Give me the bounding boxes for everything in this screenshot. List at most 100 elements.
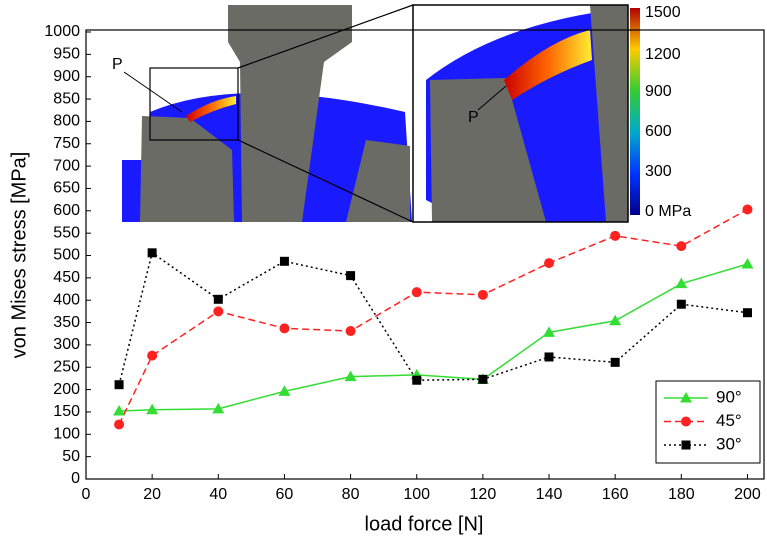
marker [742,204,753,215]
colorbar [630,8,640,215]
y-tick-label: 100 [53,426,80,443]
colorbar-label: 600 [645,123,672,140]
fem-tool [140,116,234,222]
y-tick-label: 250 [53,358,80,375]
x-tick-label: 160 [602,486,629,503]
marker [741,257,754,269]
fem-tool [430,78,546,222]
fem-stress-zone [186,96,236,122]
legend-marker [681,440,691,450]
plot-frame [85,29,765,480]
point-label: P [468,109,479,126]
marker [610,357,620,367]
y-tick-label: 550 [53,224,80,241]
y-tick-label: 50 [62,448,80,465]
fem-inset: 1500 1200 900 600 300 0 MPa P P [112,4,691,223]
y-tick-label: 900 [53,68,80,85]
x-tick-label: 140 [536,486,563,503]
marker [544,258,555,269]
zoom-connector [237,139,414,223]
y-tick-label: 750 [53,135,80,152]
y-tick-label: 600 [53,202,80,219]
y-tick-label: 700 [53,157,80,174]
legend-marker [680,392,692,403]
colorbar-label: 1200 [645,46,681,63]
y-tick-label: 950 [53,46,80,63]
y-tick-label: 650 [53,180,80,197]
x-tick-label: 60 [276,486,294,503]
series-line [118,208,748,425]
colorbar-label: 900 [645,83,672,100]
marker [676,299,686,309]
x-tick-label: 40 [209,486,227,503]
marker [147,248,157,258]
zoom-connector [237,4,414,69]
marker [478,374,488,384]
marker [278,385,291,396]
marker [411,287,422,298]
marker [279,323,290,334]
marker [213,306,224,317]
fem-tool [590,5,628,222]
marker [675,277,688,289]
marker [742,308,752,318]
y-tick-label: 450 [53,269,80,286]
marker [412,375,422,385]
colorbar-label: 1500 [645,4,681,21]
x-tick-label: 120 [470,486,497,503]
marker [346,271,356,281]
y-axis-label: von Mises stress [MPa] [8,152,30,359]
marker [477,289,488,300]
legend-label: 45° [716,411,742,430]
marker [676,241,687,252]
legend-box [655,380,761,464]
x-axis-label: load force [N] [365,513,484,535]
x-tick-label: 180 [668,486,695,503]
marker [279,256,289,266]
y-tick-label: 400 [53,291,80,308]
marker [212,402,225,414]
y-tick-label: 300 [53,336,80,353]
marker [609,314,622,326]
zoom-panel-frame [412,4,629,223]
colorbar-label: 300 [645,163,672,180]
y-tick-label: 800 [53,113,80,130]
series-line [118,251,748,385]
y-tick-label: 0 [71,470,80,487]
marker [544,352,554,362]
fem-tool [346,140,410,222]
y-tick-label: 200 [53,381,80,398]
fem-stress-zone [504,30,592,100]
marker [543,326,556,337]
point-arrow [477,85,507,111]
x-tick-label: 200 [734,486,761,503]
y-tick-label: 500 [53,247,80,264]
legend-marker [681,416,691,427]
marker [213,294,223,304]
y-tick-label: 850 [53,90,80,107]
marker [345,326,356,337]
x-tick-label: 0 [82,486,91,503]
marker [147,350,158,361]
marker [113,405,126,416]
zoom-box [149,67,239,141]
marker [114,380,124,390]
fem-tool [228,5,352,222]
x-tick-label: 100 [403,486,430,503]
x-tick-label: 20 [143,486,161,503]
point-label: P [112,56,123,73]
marker [610,230,621,241]
marker [114,419,125,430]
y-tick-label: 350 [53,314,80,331]
marker [146,403,159,415]
legend-label: 30° [716,434,742,453]
legend-label: 90° [716,387,742,406]
marker [344,370,357,382]
x-tick-label: 80 [342,486,360,503]
colorbar-label: 0 MPa [645,203,691,220]
point-arrow [123,71,183,113]
y-tick-label: 150 [53,403,80,420]
y-tick-label: 1000 [44,23,80,40]
series-line [119,263,748,412]
